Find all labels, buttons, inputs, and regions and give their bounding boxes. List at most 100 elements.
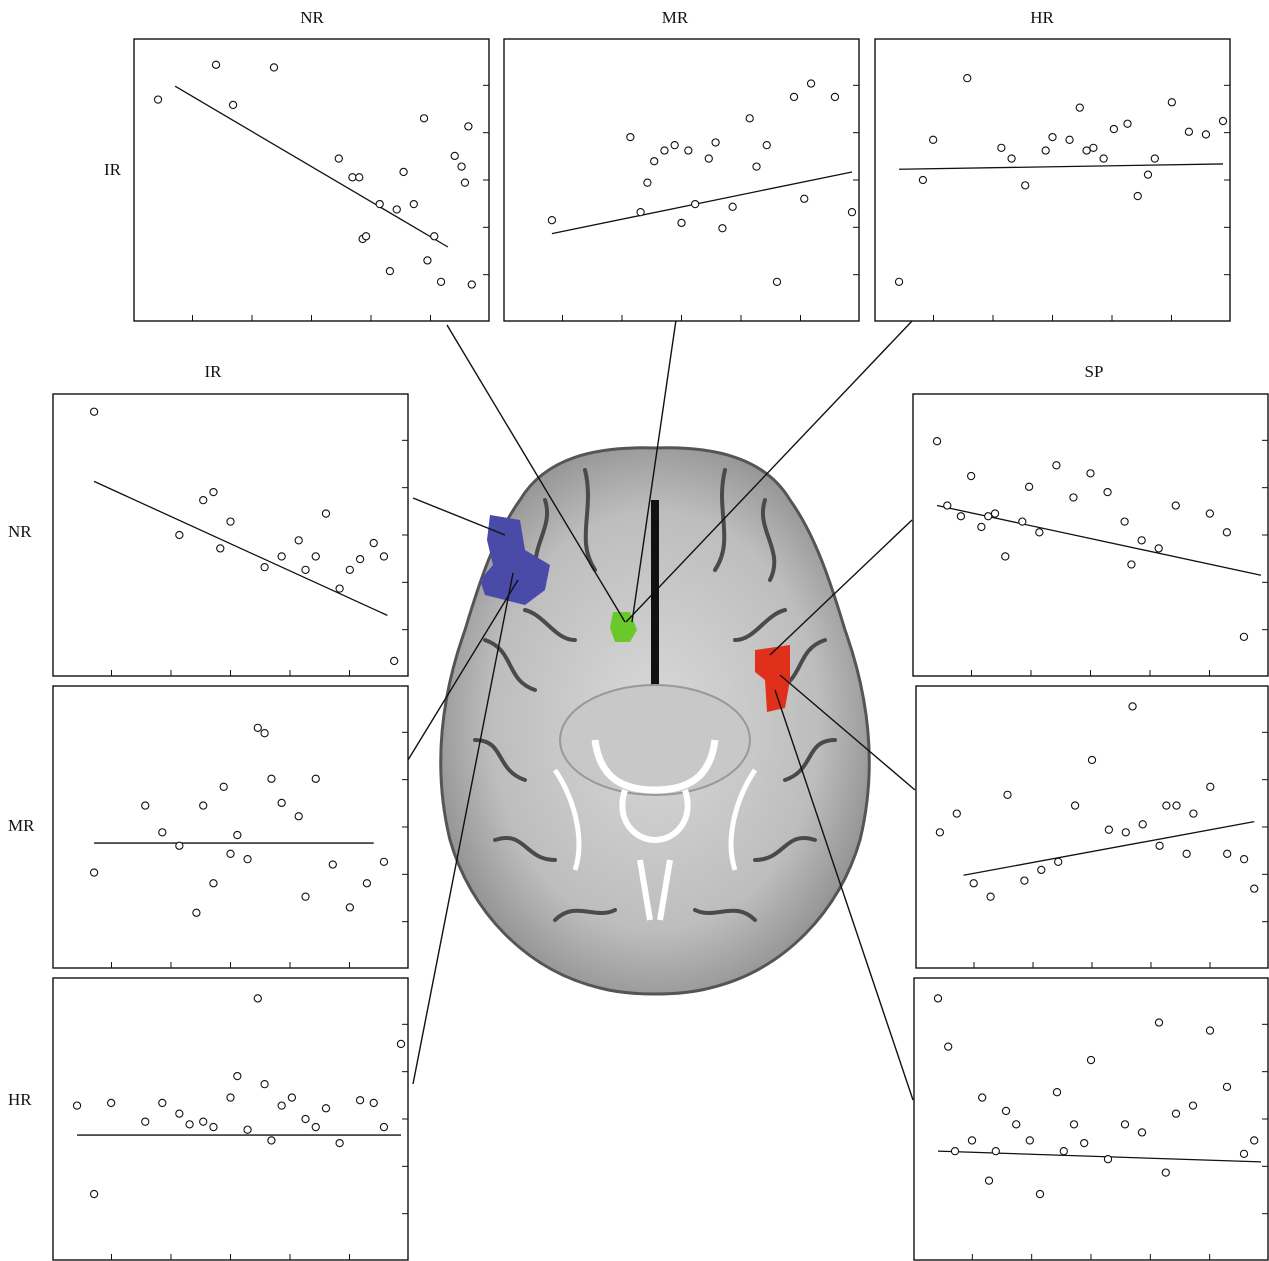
data-point <box>967 471 976 481</box>
data-point <box>243 1125 252 1134</box>
data-point <box>379 1122 389 1132</box>
data-point <box>772 277 782 286</box>
data-point <box>789 92 799 102</box>
data-point <box>375 199 384 209</box>
data-point <box>321 1104 331 1113</box>
data-point <box>355 173 364 182</box>
data-point <box>1048 132 1057 142</box>
data-point <box>830 92 840 102</box>
scatter-hr-vs-ir <box>52 977 409 1261</box>
data-point <box>301 565 310 574</box>
data-point <box>894 277 904 286</box>
row-label-hr: HR <box>8 1090 32 1109</box>
col-label-hr: HR <box>1030 8 1054 27</box>
plot-frame <box>874 38 1231 322</box>
data-point <box>430 232 439 241</box>
data-point <box>1052 461 1061 470</box>
data-point <box>301 892 310 901</box>
data-point <box>385 266 395 276</box>
fit-line <box>93 480 388 616</box>
data-point <box>294 812 303 821</box>
col-label-ir: IR <box>204 362 222 381</box>
data-point <box>355 1096 365 1105</box>
data-point <box>399 167 408 177</box>
data-point <box>918 175 928 185</box>
data-point <box>1182 849 1191 858</box>
data-point <box>175 1109 184 1118</box>
data-point <box>369 1098 378 1108</box>
data-point <box>185 1120 194 1129</box>
data-point <box>1037 865 1046 875</box>
data-point <box>362 879 372 888</box>
data-point <box>253 994 262 1003</box>
data-point <box>929 135 938 144</box>
data-point <box>950 1147 960 1156</box>
data-point <box>952 809 961 818</box>
data-point <box>1123 119 1132 128</box>
data-point <box>1205 1026 1215 1035</box>
data-point <box>311 552 320 561</box>
data-point <box>1069 1120 1079 1129</box>
data-point <box>967 1136 977 1145</box>
data-point <box>267 774 276 783</box>
plot-frame <box>913 977 1269 1261</box>
data-point <box>1171 1109 1181 1118</box>
data-point <box>294 536 303 545</box>
data-point <box>677 218 686 228</box>
data-point <box>1171 501 1180 510</box>
data-point <box>345 903 354 912</box>
data-point <box>199 496 208 505</box>
data-point <box>800 194 809 203</box>
data-point <box>847 208 857 217</box>
data-point <box>175 841 184 850</box>
data-point <box>1024 482 1034 491</box>
data-point <box>396 1039 406 1049</box>
data-point <box>301 1114 310 1124</box>
data-point <box>464 122 473 131</box>
data-point <box>1137 1128 1147 1137</box>
data-point <box>1189 809 1198 818</box>
data-point <box>1137 536 1146 545</box>
data-point <box>311 774 320 783</box>
data-point <box>935 828 945 837</box>
plot-frame <box>52 393 409 677</box>
data-point <box>1222 528 1232 537</box>
data-point <box>1001 1106 1011 1116</box>
data-point <box>345 565 354 574</box>
data-point <box>1080 1138 1089 1148</box>
fit-line <box>174 85 449 248</box>
data-point <box>1155 841 1164 850</box>
data-point <box>321 509 331 518</box>
fit-line <box>937 1150 1262 1163</box>
data-point <box>209 879 218 888</box>
data-point <box>670 141 679 150</box>
data-point <box>1012 1120 1021 1129</box>
data-point <box>153 95 163 104</box>
data-point <box>379 857 389 866</box>
scatter-sp-vs-hr <box>913 977 1269 1261</box>
data-point <box>933 994 943 1003</box>
data-point <box>963 74 972 83</box>
data-point <box>1001 552 1010 561</box>
data-point <box>997 143 1006 152</box>
data-point <box>626 132 635 142</box>
data-point <box>209 1122 218 1132</box>
data-point <box>990 509 1000 518</box>
scatter-ir-vs-hr <box>874 38 1231 322</box>
data-point <box>260 729 269 738</box>
data-point <box>1041 146 1050 155</box>
data-point <box>718 224 727 233</box>
data-point <box>328 860 337 869</box>
data-point <box>226 1093 235 1102</box>
data-point <box>335 584 344 593</box>
data-point <box>423 256 432 265</box>
data-point <box>1218 116 1228 126</box>
data-point <box>1120 1120 1130 1129</box>
data-point <box>141 801 150 810</box>
data-point <box>684 146 693 155</box>
data-point <box>1109 124 1119 134</box>
data-point <box>1222 1082 1232 1091</box>
plot-frame <box>912 393 1269 677</box>
data-point <box>1184 127 1194 136</box>
data-point <box>158 828 167 837</box>
